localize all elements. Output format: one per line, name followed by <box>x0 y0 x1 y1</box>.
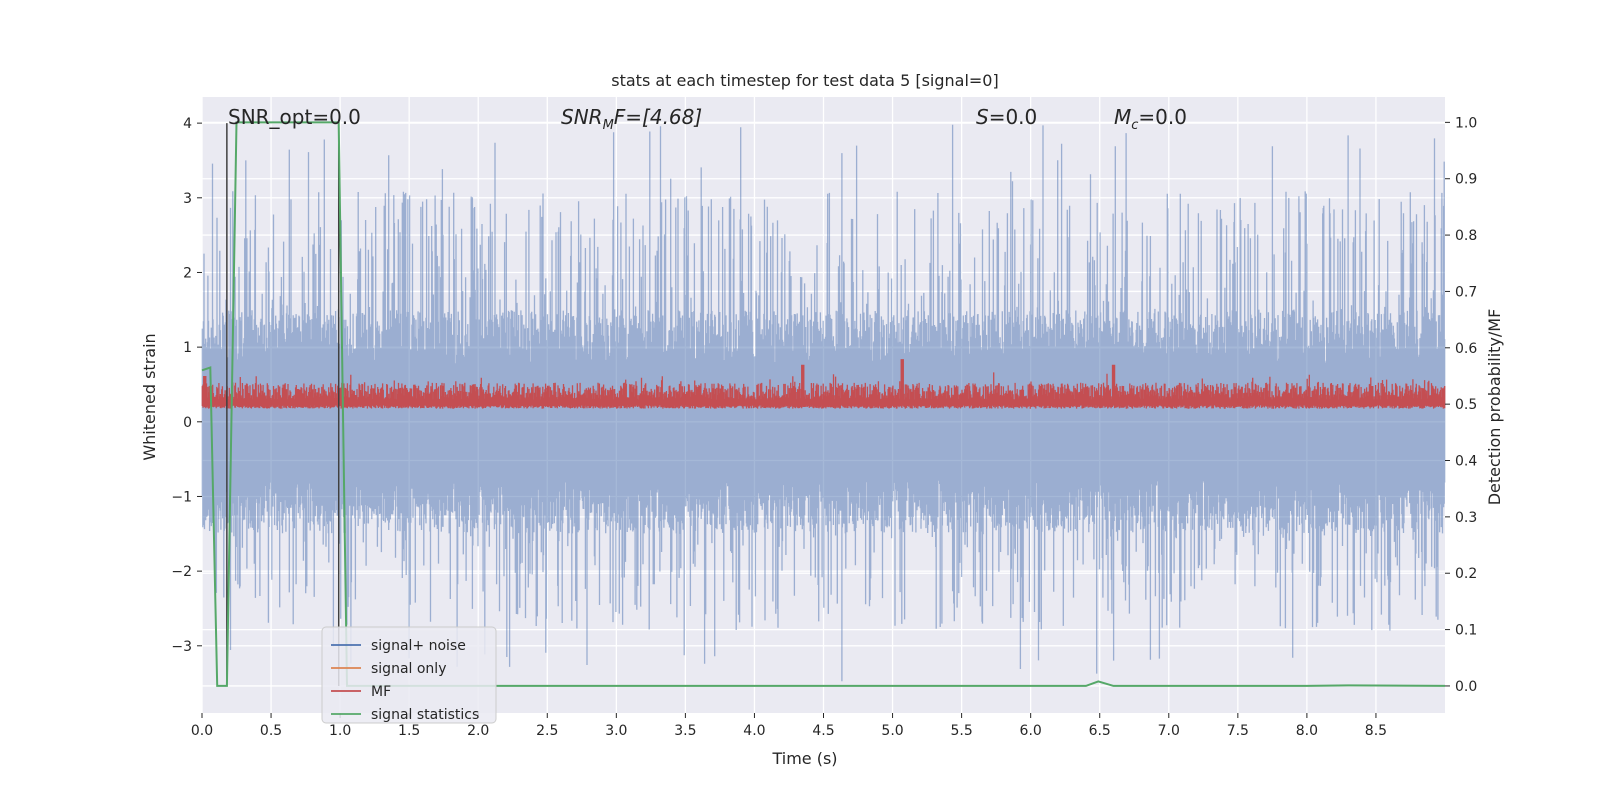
y-tick-label: 4 <box>183 116 192 132</box>
annotation-s-var: S <box>976 105 989 129</box>
annotation-mc-sub: c <box>1131 118 1138 133</box>
y-right-tick-label: 0.6 <box>1455 341 1477 357</box>
y-right-tick-label: 0.4 <box>1455 454 1477 470</box>
y-right-tick-label: 0.9 <box>1455 172 1477 188</box>
annotation-s-rest: =0.0 <box>989 105 1038 129</box>
y-tick-label: 0 <box>183 415 192 431</box>
x-tick-label: 7.5 <box>1227 723 1249 739</box>
x-tick-label: 7.0 <box>1158 723 1180 739</box>
y-right-tick-label: 0.0 <box>1455 679 1477 695</box>
x-tick-label: 2.0 <box>467 723 489 739</box>
series-line-signal-noise <box>201 124 1446 682</box>
legend: signal+ noise signal only MF signal statist… <box>321 626 497 724</box>
y-right-tick-label: 0.2 <box>1455 566 1477 582</box>
y-tick-label: 2 <box>183 265 192 281</box>
x-tick-label: 0.0 <box>191 723 213 739</box>
legend-label: signal+ noise <box>371 638 466 654</box>
annotation-s: S=0.0 <box>976 105 1037 129</box>
x-tick-label: 5.0 <box>881 723 903 739</box>
y-tick-label: −2 <box>171 564 192 580</box>
y-tick-label: −3 <box>171 639 192 655</box>
x-tick-label: 5.5 <box>950 723 972 739</box>
series-signal-noise <box>201 124 1446 682</box>
y-tick-label: 1 <box>183 340 192 356</box>
x-tick-label: 3.0 <box>605 723 627 739</box>
legend-box <box>321 626 497 724</box>
y-right-tick-label: 0.8 <box>1455 228 1477 244</box>
legend-label: signal statistics <box>371 707 479 723</box>
x-tick-label: 6.0 <box>1020 723 1042 739</box>
legend-label: signal only <box>371 661 446 677</box>
annotation-mc: Mc=0.0 <box>1114 105 1187 133</box>
y-tick-label: 3 <box>183 191 192 207</box>
x-tick-label: 4.0 <box>743 723 765 739</box>
y-right-tick-label: 0.7 <box>1455 284 1477 300</box>
x-axis-label: Time (s) <box>771 749 837 768</box>
annotation-mc-base: M <box>1114 105 1131 129</box>
axis-ticks: 0.0 0.5 1.0 1.5 2.0 2.5 3.0 3.5 4.0 4.5 5.0 5.5 6.0 6… <box>171 115 1477 739</box>
annotation-snr-mf-sub: M <box>603 118 614 133</box>
y-axis-label-right: Detection probability/MF <box>1485 309 1504 506</box>
series-line-mf <box>201 359 1446 409</box>
x-tick-label: 2.5 <box>536 723 558 739</box>
annotation-mc-rest: =0.0 <box>1138 105 1187 129</box>
y-axis-label: Whitened strain <box>140 333 159 460</box>
y-right-tick-label: 0.3 <box>1455 510 1477 526</box>
x-tick-label: 0.5 <box>260 723 282 739</box>
x-tick-label: 6.5 <box>1089 723 1111 739</box>
x-tick-label: 1.5 <box>398 723 420 739</box>
y-right-tick-label: 0.1 <box>1455 623 1477 639</box>
vertical-markers <box>226 123 340 686</box>
annotation-snr-mf: SNRMF=[4.68] <box>561 105 702 133</box>
annotation-snr-mf-rest: F=[4.68] <box>614 105 702 129</box>
x-tick-label: 8.0 <box>1296 723 1318 739</box>
annotation-snr-opt: SNR_opt=0.0 <box>228 105 361 129</box>
y-right-tick-label: 0.5 <box>1455 397 1477 413</box>
series-mf <box>201 359 1446 409</box>
x-tick-label: 3.5 <box>674 723 696 739</box>
y-right-tick-label: 1.0 <box>1455 115 1477 131</box>
x-tick-label: 8.5 <box>1365 723 1387 739</box>
annotation-snr-mf-base: SNR <box>561 105 603 129</box>
x-tick-label: 4.5 <box>812 723 834 739</box>
legend-label: MF <box>371 684 391 700</box>
chart-title: stats at each timestep for test data 5 [… <box>611 71 998 90</box>
x-tick-label: 1.0 <box>329 723 351 739</box>
y-tick-label: −1 <box>171 489 192 505</box>
